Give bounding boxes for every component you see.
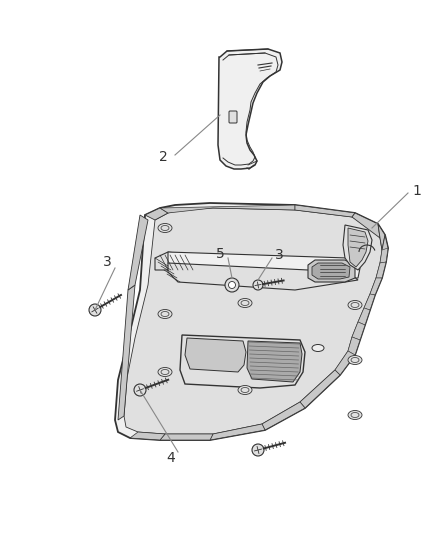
Polygon shape: [160, 205, 295, 213]
Polygon shape: [145, 208, 168, 220]
Circle shape: [229, 281, 236, 288]
FancyBboxPatch shape: [229, 111, 237, 123]
Circle shape: [225, 278, 239, 292]
Text: 3: 3: [103, 255, 112, 269]
Polygon shape: [380, 248, 388, 263]
Polygon shape: [348, 228, 368, 267]
Ellipse shape: [158, 310, 172, 319]
Polygon shape: [168, 263, 358, 290]
Text: 5: 5: [216, 247, 225, 261]
Ellipse shape: [158, 367, 172, 376]
Polygon shape: [308, 260, 355, 282]
Circle shape: [134, 384, 146, 396]
Polygon shape: [295, 205, 355, 217]
Polygon shape: [352, 322, 365, 340]
Polygon shape: [218, 49, 282, 169]
Polygon shape: [115, 203, 388, 440]
Polygon shape: [312, 263, 350, 279]
Polygon shape: [128, 215, 148, 290]
Polygon shape: [376, 262, 386, 278]
Text: 1: 1: [412, 184, 421, 198]
Ellipse shape: [348, 410, 362, 419]
Polygon shape: [124, 208, 382, 434]
Ellipse shape: [348, 301, 362, 310]
Text: 4: 4: [166, 451, 175, 465]
Circle shape: [89, 304, 101, 316]
Ellipse shape: [158, 223, 172, 232]
Polygon shape: [118, 285, 135, 420]
Polygon shape: [382, 235, 388, 262]
Polygon shape: [130, 432, 165, 440]
Polygon shape: [370, 278, 382, 295]
Polygon shape: [364, 294, 375, 310]
Polygon shape: [358, 308, 370, 325]
Circle shape: [253, 280, 263, 290]
Polygon shape: [247, 341, 302, 382]
Polygon shape: [352, 213, 380, 238]
Ellipse shape: [348, 356, 362, 365]
Ellipse shape: [238, 385, 252, 394]
Polygon shape: [168, 252, 360, 280]
Circle shape: [252, 444, 264, 456]
Polygon shape: [180, 335, 305, 388]
Text: 2: 2: [159, 150, 168, 164]
Polygon shape: [378, 224, 385, 250]
Polygon shape: [335, 351, 355, 375]
Polygon shape: [343, 225, 372, 270]
Ellipse shape: [312, 344, 324, 351]
Polygon shape: [210, 424, 265, 440]
Polygon shape: [155, 252, 190, 270]
Polygon shape: [262, 402, 305, 430]
Polygon shape: [348, 337, 360, 355]
Polygon shape: [160, 434, 213, 440]
Polygon shape: [185, 338, 246, 372]
Ellipse shape: [238, 298, 252, 308]
Text: 3: 3: [275, 248, 284, 262]
Polygon shape: [300, 370, 340, 408]
